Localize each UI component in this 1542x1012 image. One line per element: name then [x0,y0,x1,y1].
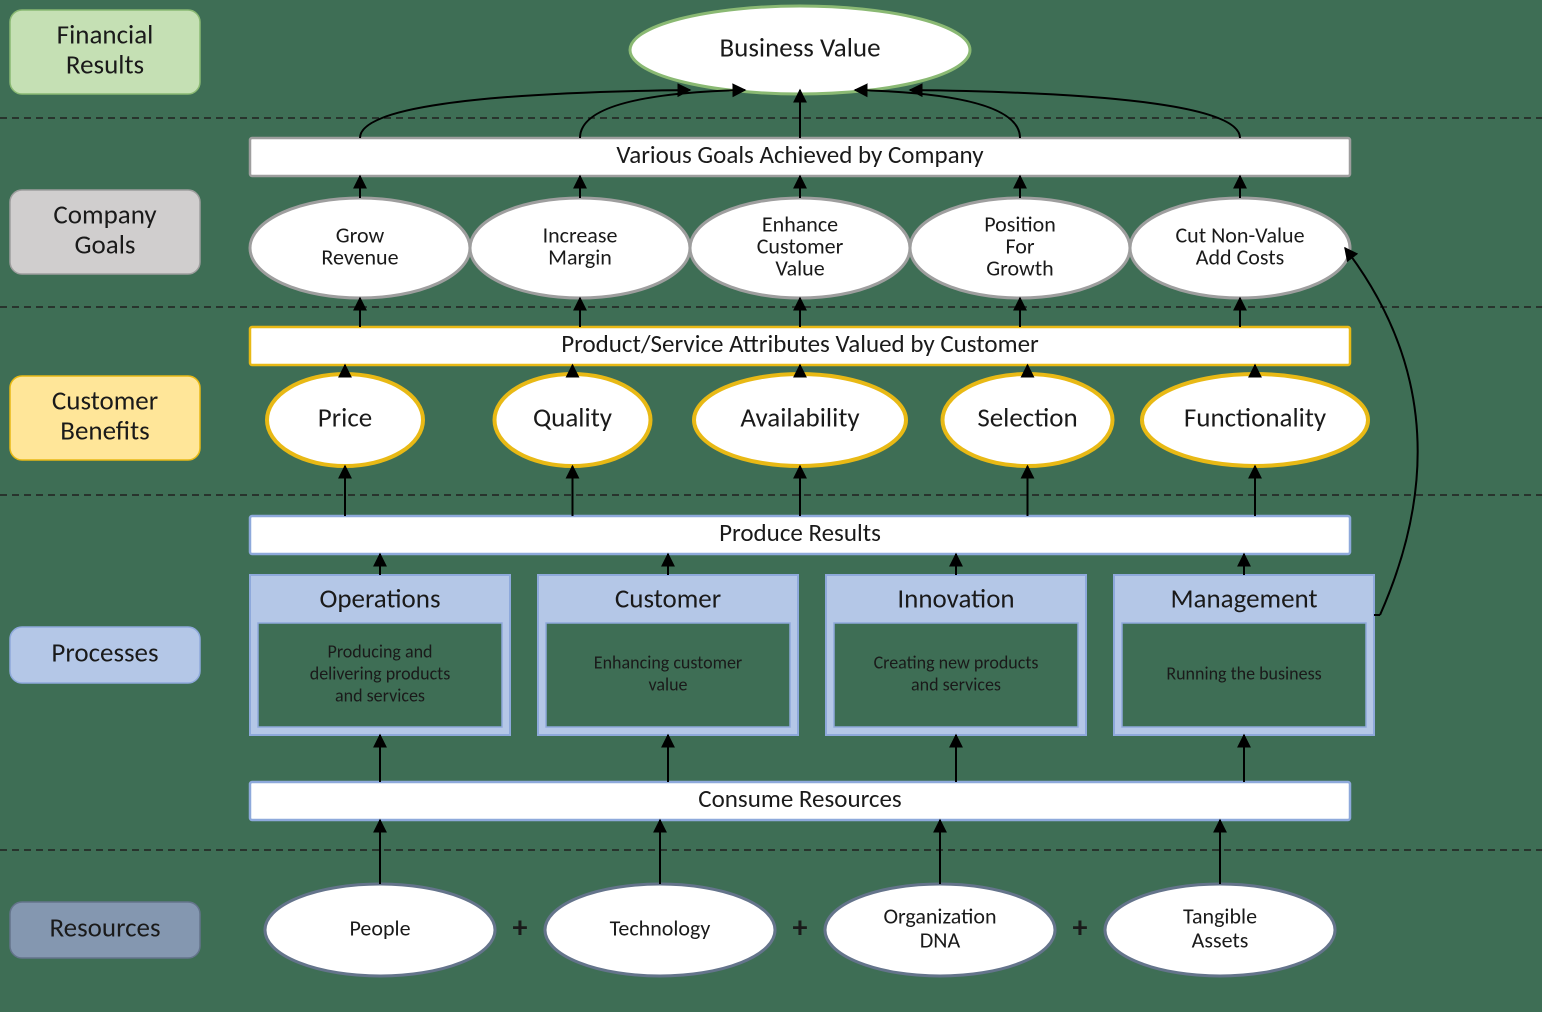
svg-text:Goals: Goals [75,228,136,261]
svg-text:Producing and: Producing and [328,640,433,662]
svg-text:Revenue: Revenue [321,243,398,270]
svg-text:Customer: Customer [52,384,158,417]
benefit-label-2: Availability [740,401,860,434]
svg-text:Creating new products: Creating new products [874,651,1039,673]
bar-label-customer: Product/Service Attributes Valued by Cus… [561,328,1039,359]
svg-text:Benefits: Benefits [60,414,149,447]
svg-text:Company: Company [53,198,157,231]
svg-text:and services: and services [335,684,425,706]
bar-label-consume: Consume Resources [698,783,901,814]
svg-text:Margin: Margin [548,243,612,270]
svg-text:delivering products: delivering products [310,662,451,684]
svg-text:Organization: Organization [883,902,996,929]
svg-text:People: People [349,914,410,941]
svg-text:Results: Results [66,48,144,81]
svg-text:Assets: Assets [1192,926,1249,953]
svg-text:Value: Value [775,254,824,281]
benefit-label-4: Functionality [1184,401,1327,434]
svg-text:Running the business: Running the business [1166,662,1321,684]
svg-text:Technology: Technology [610,914,711,941]
process-title-2: Innovation [897,582,1014,615]
svg-text:Processes: Processes [51,636,158,669]
benefit-label-0: Price [318,401,372,434]
svg-text:Growth: Growth [986,254,1053,281]
svg-text:Resources: Resources [49,911,160,944]
svg-text:Enhancing customer: Enhancing customer [594,651,742,673]
svg-text:Financial: Financial [57,18,154,51]
bar-label-company: Various Goals Achieved by Company [616,139,984,170]
svg-text:Tangible: Tangible [1183,902,1257,929]
bar-label-produce: Produce Results [719,517,881,548]
plus-1: + [793,909,808,946]
svg-text:Add Costs: Add Costs [1196,243,1284,270]
plus-2: + [1073,909,1088,946]
svg-text:and services: and services [911,673,1001,695]
process-title-0: Operations [319,582,440,615]
benefit-label-1: Quality [533,401,613,434]
svg-text:value: value [648,673,687,695]
process-title-3: Management [1170,582,1317,615]
business-value-label: Business Value [719,31,880,64]
benefit-label-3: Selection [977,401,1077,434]
svg-text:DNA: DNA [920,926,961,953]
plus-0: + [513,909,528,946]
process-title-1: Customer [615,582,721,615]
